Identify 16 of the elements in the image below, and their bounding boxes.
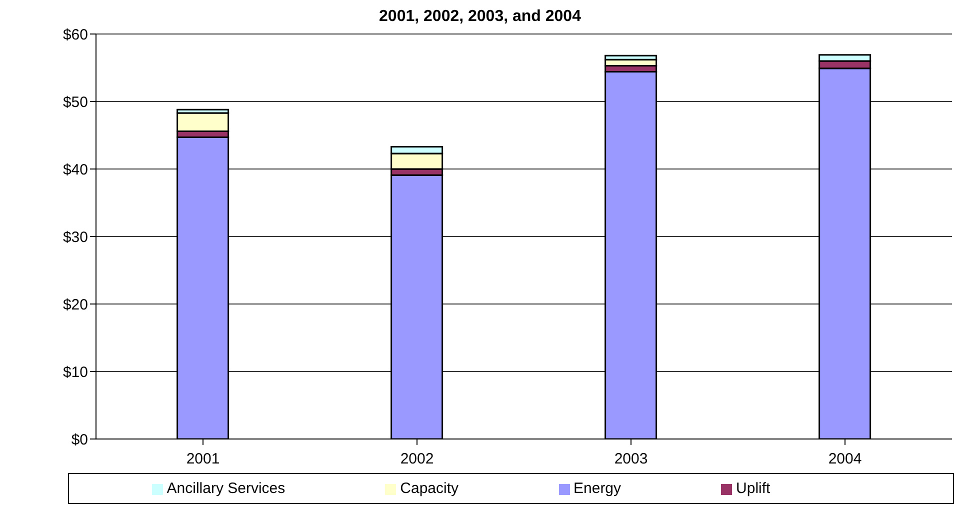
y-tick-label: $0 bbox=[71, 431, 88, 448]
chart-title: 2001, 2002, 2003, and 2004 bbox=[378, 8, 582, 27]
y-tick-label: $40 bbox=[62, 161, 88, 178]
legend-label: Uplift bbox=[736, 480, 770, 497]
legend-label: Capacity bbox=[400, 480, 458, 497]
y-tick-label: $60 bbox=[62, 26, 88, 44]
y-tick-label: $30 bbox=[62, 228, 88, 246]
x-tick-label: 2001 bbox=[186, 450, 220, 468]
x-tick-label: 2004 bbox=[828, 450, 862, 468]
x-tick-label: 2003 bbox=[614, 450, 648, 468]
legend-label: Energy bbox=[574, 480, 622, 497]
y-tick-label: $20 bbox=[62, 296, 88, 314]
x-tick-label: 2002 bbox=[400, 450, 434, 468]
y-tick-label: $50 bbox=[62, 94, 88, 111]
legend-label: Ancillary Services bbox=[166, 480, 286, 497]
y-tick-label: $10 bbox=[62, 364, 88, 381]
